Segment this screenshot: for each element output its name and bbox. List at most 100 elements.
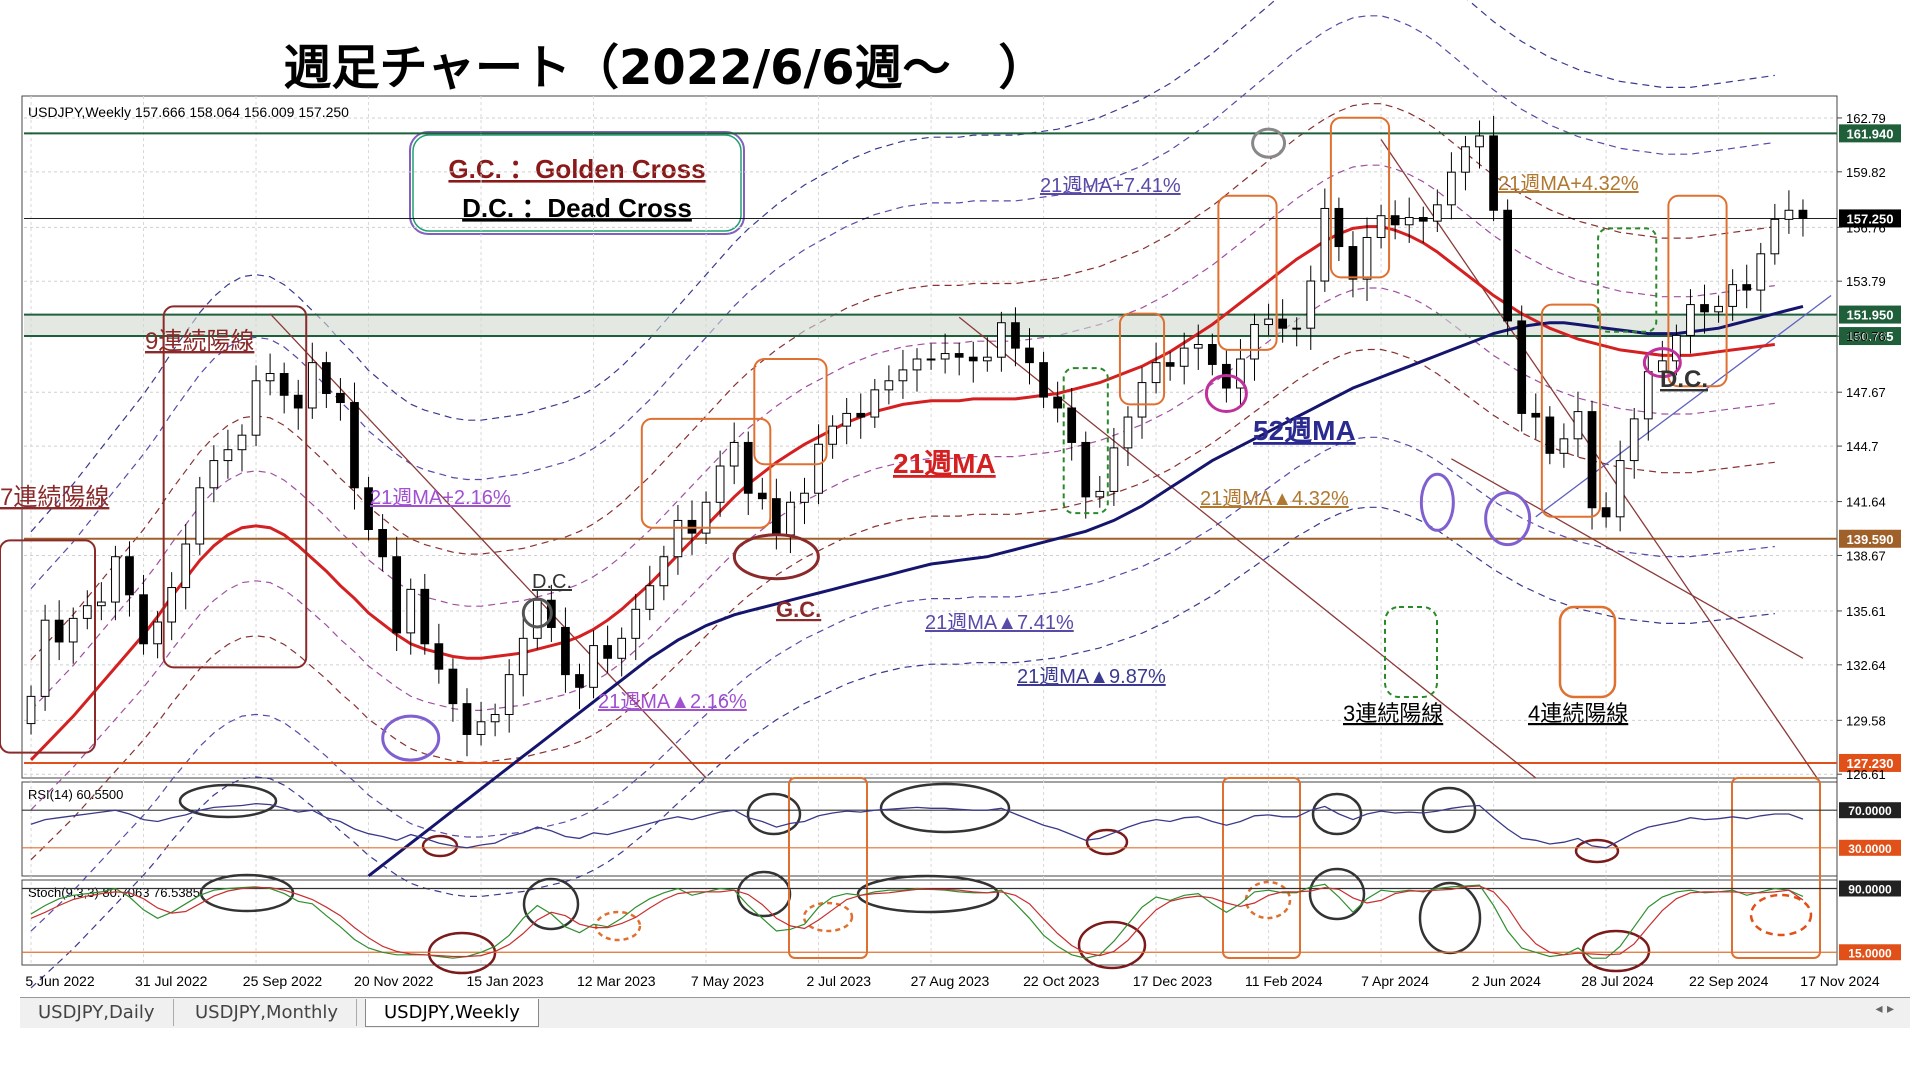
candle-bull [82,605,92,619]
candle-bull [842,412,852,427]
tab-daily[interactable]: USDJPY,Daily [20,999,174,1026]
rsi-level-tag-label: 70.0000 [1848,804,1892,818]
nine-bull-candles-box [162,305,308,669]
price-tick-label: 156.76 [1846,220,1886,235]
candle-bear [575,674,584,688]
price-tick-label: 147.67 [1846,385,1886,400]
candle-bull [209,460,219,489]
candle-bull [898,369,908,382]
candle-bull [518,637,528,676]
ma21-deviation-band [30,506,1775,989]
rsi-label: RSI(14) 60.5500 [28,787,123,802]
nine-bull-label: 9連続陽線 [145,328,254,355]
candle-bear [293,394,303,409]
candle-bear [1011,322,1020,349]
golden-cross-circle [732,533,820,581]
tab-weekly[interactable]: USDJPY,Weekly [365,999,539,1027]
candle-bull [181,543,191,589]
candle-bull [504,674,514,716]
x-tick-label: 22 Sep 2024 [1689,973,1769,989]
four-bull-candles-box [1217,194,1278,351]
candle-bull [26,695,36,725]
stoch-dashed-circle [1749,893,1813,937]
stoch-oversold-circle [427,931,497,975]
ma21-deviation-band [30,103,1775,661]
stoch-dashed-circle [1244,880,1292,920]
candle-bull [1109,447,1119,492]
candle-bull [1250,324,1259,360]
candle-bear [1601,507,1611,518]
candle-bear [968,356,978,362]
price-tick-label: 162.79 [1846,111,1886,126]
three-bull-legend-label: 3連続陽線 [1343,701,1443,726]
candle-bull [701,501,711,534]
stoch-overbought-circle [1418,881,1482,955]
price-level-tag-label: 161.940 [1847,126,1894,141]
four-bull-candles-box [753,358,828,466]
stoch-oversold-circle [1077,920,1147,970]
candle-bull [617,637,627,659]
candle-bull [476,721,486,735]
candle-bull [786,501,795,536]
candle-bull [1784,209,1794,220]
candle-bull [1461,146,1470,173]
candle-bear [1587,411,1597,509]
legend-box-outer [409,131,745,235]
stoch-overbought-circle [1308,867,1366,921]
candle-bear [1053,396,1062,409]
x-tick-label: 31 Jul 2022 [135,973,208,989]
candle-bear [1798,209,1808,219]
price-tick-label: 138.67 [1846,548,1886,563]
stoch-overbought-circle [856,874,1000,914]
low-circle [1484,491,1532,547]
price-tick-label: 132.64 [1846,658,1886,673]
price-level-tag [1839,753,1901,772]
candle-bull [1629,418,1639,462]
band-label-plus216: 21週MA+2.16% [370,486,511,509]
candle-bull [1264,318,1273,326]
candle-bull [251,380,261,436]
price-tick-label: 144.7 [1846,439,1879,454]
x-tick-label: 7 May 2023 [691,973,764,989]
three-bull-legend-shape [1384,606,1438,698]
x-tick-label: 2 Jun 2024 [1472,973,1541,989]
candle-bear [1165,362,1175,367]
x-tick-label: 15 Jan 2023 [466,973,543,989]
candle-bull [729,441,739,467]
candle-bear [378,529,387,558]
ma21-line [29,225,1775,761]
x-tick-label: 17 Dec 2023 [1133,973,1213,989]
four-bull-candles-box [1329,116,1391,279]
candle-bull [1672,334,1681,362]
stoch-dashed-circle [802,901,854,933]
low-circle [1419,472,1455,532]
high-circle [1251,127,1287,159]
three-bull-candles-box [1062,367,1109,515]
candle-bull [940,353,950,360]
candle-bull [1362,236,1372,280]
candle-bear [1390,215,1400,226]
tab-scroll-arrows[interactable]: ◂ ▸ [1875,1001,1894,1017]
candle-bull [1559,438,1569,454]
rsi-level-tag [1839,839,1901,856]
low-circle [381,714,441,762]
candle-bear [1531,412,1541,418]
stoch-pane-frame [21,879,1838,966]
candle-bear [279,373,289,396]
three-bull-candles-box [1597,227,1658,333]
candle-bear [1278,318,1288,329]
candle-bull [1236,358,1245,389]
resistance-zone [24,314,1836,337]
tab-monthly[interactable]: USDJPY,Monthly [177,999,358,1026]
oscillator-highlight-box [788,777,868,959]
price-level-tag [1839,327,1901,346]
candle-bull [1657,360,1667,373]
rsi-line [30,802,1804,849]
price-level-tag-label: 150.765 [1847,329,1894,344]
candle-bear [448,668,458,705]
candle-bear [561,626,570,676]
candle-bull [1714,305,1723,313]
candle-bear [1348,246,1358,280]
candle-bear [350,402,359,489]
